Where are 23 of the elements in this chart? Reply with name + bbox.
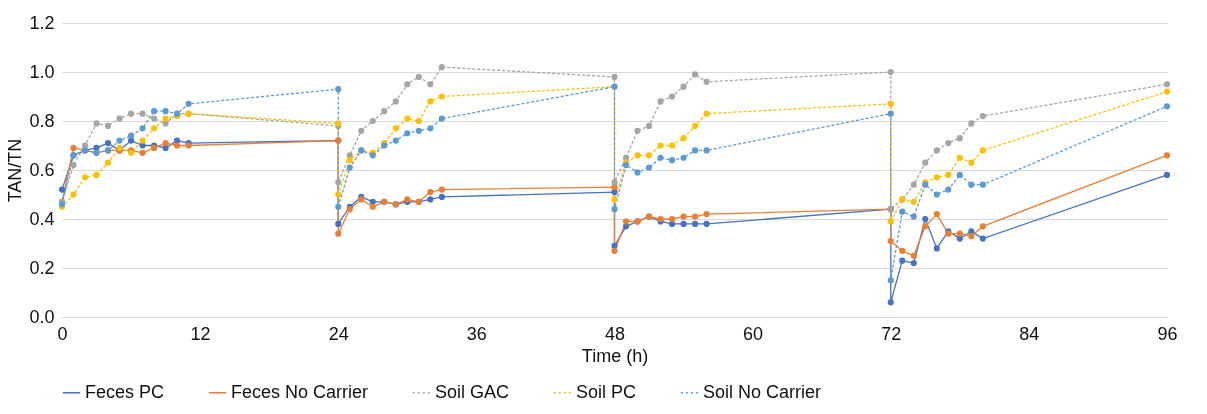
y-tick-label: 1.2 (29, 12, 55, 33)
y-tick-label: 0.8 (29, 110, 55, 131)
y-tick-label: 0.6 (29, 159, 55, 180)
y-tick-label: 0.2 (29, 257, 55, 278)
y-axis-title: TAN/TN (5, 138, 26, 203)
x-tick-label: 48 (604, 323, 626, 344)
x-tick-label: 36 (466, 323, 487, 344)
y-tick-label: 0.4 (29, 208, 55, 229)
x-tick-label: 60 (743, 323, 764, 344)
y-tick-label: 0.0 (29, 306, 55, 327)
x-tick-label: 72 (881, 323, 902, 344)
x-tick-label: 0 (57, 323, 68, 344)
legend-label: Soil No Carrier (703, 381, 822, 402)
legend-label: Soil GAC (435, 381, 510, 402)
x-tick-label: 12 (190, 323, 211, 344)
x-tick-label: 24 (328, 323, 349, 344)
legend-label: Feces No Carrier (231, 381, 369, 402)
x-tick-label: 96 (1157, 323, 1178, 344)
y-tick-label: 1.0 (29, 61, 55, 82)
legend-label: Feces PC (85, 381, 165, 402)
x-axis-title: Time (h) (581, 345, 649, 366)
x-tick-label: 84 (1019, 323, 1040, 344)
legend-label: Soil PC (576, 381, 637, 402)
